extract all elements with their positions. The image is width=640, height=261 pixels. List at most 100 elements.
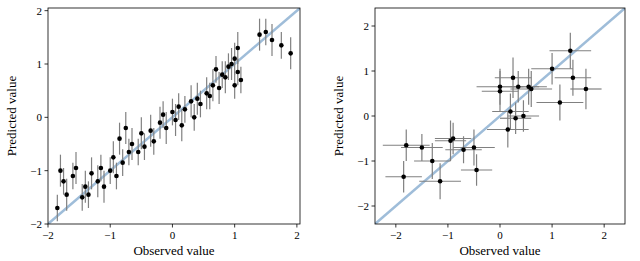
y-tick-label: −1 <box>30 165 42 177</box>
point <box>86 192 91 197</box>
point <box>198 102 203 107</box>
point <box>516 84 521 89</box>
y-tick <box>372 26 376 27</box>
point <box>61 179 66 184</box>
point <box>232 56 237 61</box>
y-tick-label: 2 <box>364 20 370 32</box>
point <box>474 168 479 173</box>
point <box>207 94 212 99</box>
y-axis-label: Predicted value <box>4 76 19 157</box>
point <box>195 96 200 101</box>
point <box>584 87 589 92</box>
x-tick <box>552 224 553 228</box>
y-tick <box>45 170 49 171</box>
point <box>217 86 222 91</box>
point <box>511 75 516 80</box>
y-tick-label: 1 <box>37 58 43 70</box>
point <box>108 168 113 173</box>
point <box>192 115 197 120</box>
point <box>438 179 443 184</box>
y-tick-label: 1 <box>364 65 370 77</box>
plot-area <box>375 8 625 224</box>
point <box>123 126 128 131</box>
point <box>83 184 88 189</box>
point <box>130 142 135 147</box>
x-tick <box>234 224 235 228</box>
point <box>158 120 163 125</box>
point <box>183 107 188 112</box>
point <box>64 192 69 197</box>
point <box>58 168 63 173</box>
point <box>170 110 175 115</box>
x-axis-label: Observed value <box>459 243 540 258</box>
y-tick-label: 0 <box>364 110 370 122</box>
y-tick <box>45 10 49 11</box>
point <box>232 83 237 88</box>
figure: −2 −1 0 1 2 −2 −1 0 1 2 Observed value Predicted va… <box>0 0 640 261</box>
point <box>550 66 555 71</box>
y-tick-label: −2 <box>30 218 42 230</box>
point <box>235 46 240 51</box>
point <box>288 51 293 56</box>
y-tick-label: −2 <box>357 200 369 212</box>
point <box>430 159 435 164</box>
x-tick-label: −1 <box>442 229 454 241</box>
x-tick-label: 1 <box>549 229 555 241</box>
y-tick <box>45 64 49 65</box>
x-tick-label: −1 <box>104 229 116 241</box>
point <box>571 75 576 80</box>
x-tick <box>296 224 297 228</box>
point <box>173 118 178 123</box>
point <box>506 127 511 132</box>
frame <box>48 8 300 224</box>
x-tick-label: 0 <box>170 229 176 241</box>
point <box>71 174 76 179</box>
x-tick <box>172 224 173 228</box>
point <box>55 206 60 211</box>
y-tick-label: 2 <box>37 5 43 17</box>
y-tick <box>372 116 376 117</box>
point <box>142 144 147 149</box>
y-tick-label: 0 <box>37 111 43 123</box>
point <box>89 171 94 176</box>
point <box>239 78 244 83</box>
point <box>558 100 563 105</box>
y-tick <box>372 206 376 207</box>
x-tick <box>500 224 501 228</box>
y-tick <box>45 117 49 118</box>
point <box>136 150 141 155</box>
point <box>461 147 466 152</box>
x-tick <box>48 224 49 228</box>
y-tick-label: −1 <box>357 155 369 167</box>
frame <box>375 8 625 224</box>
point <box>164 126 169 131</box>
point <box>179 123 184 128</box>
x-tick-label: 1 <box>232 229 238 241</box>
point <box>235 70 240 75</box>
point <box>498 84 503 89</box>
point <box>508 109 513 114</box>
x-tick-label: 2 <box>294 229 300 241</box>
point <box>404 143 409 148</box>
y-tick <box>45 224 49 225</box>
point <box>529 87 534 92</box>
identity-line <box>48 8 300 224</box>
point <box>117 136 122 141</box>
point <box>95 179 100 184</box>
point <box>99 166 104 171</box>
x-tick-label: −2 <box>42 229 54 241</box>
y-axis-label: Predicted value <box>331 76 346 157</box>
x-tick <box>604 224 605 228</box>
x-tick <box>447 224 448 228</box>
point <box>279 43 284 48</box>
y-tick <box>372 161 376 162</box>
identity-line <box>375 8 625 224</box>
point <box>127 150 132 155</box>
point <box>148 128 153 133</box>
point <box>102 184 107 189</box>
y-tick <box>372 71 376 72</box>
x-tick <box>395 224 396 228</box>
point <box>151 139 156 144</box>
point <box>74 166 79 171</box>
point <box>114 174 119 179</box>
